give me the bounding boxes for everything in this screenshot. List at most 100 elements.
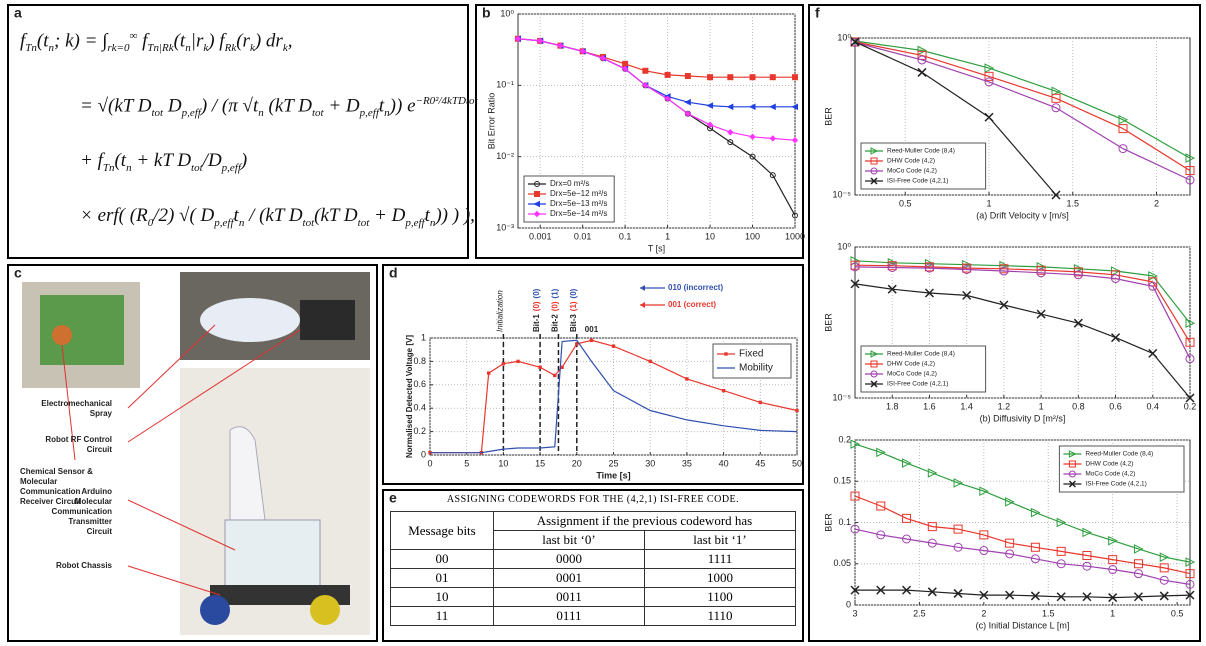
equation-token: n: [258, 107, 264, 120]
y-tick-label: 0.6: [413, 379, 426, 389]
marker: [1185, 569, 1195, 579]
equation-token: tot: [311, 107, 324, 120]
marker: [726, 103, 734, 111]
legend-marker: [1068, 470, 1076, 478]
marker: [1030, 542, 1040, 552]
legend-marker: [870, 370, 878, 378]
y-axis-label: BER: [823, 313, 833, 332]
series-line: [854, 40, 1191, 159]
legend-marker: [534, 181, 540, 187]
marker: [984, 77, 994, 87]
marker: [917, 45, 928, 56]
y-tick-label: 0.1: [838, 517, 851, 527]
marker: [962, 290, 972, 300]
marker: [1030, 554, 1040, 564]
x-axis-label: (c) Initial Distance L [m]: [976, 620, 1070, 630]
marker: [487, 371, 491, 375]
equation-token: p,eff: [221, 161, 241, 174]
series-line: [517, 38, 796, 141]
photo-label: Arduino Molecular Communication Transmitter…: [52, 487, 113, 536]
y-axis-label: BER: [823, 513, 833, 532]
marker: [902, 513, 912, 523]
marker: [953, 588, 963, 598]
x-tick-label: 50: [792, 458, 802, 468]
marker: [1148, 348, 1158, 358]
marker: [553, 373, 557, 378]
marker: [664, 71, 671, 78]
mobility-bit: (1): [551, 288, 560, 298]
x-tick-label: 15: [535, 458, 545, 468]
marker: [501, 362, 506, 366]
marker: [1185, 166, 1195, 176]
marker: [516, 359, 520, 364]
marker: [1036, 265, 1046, 275]
x-tick-label: 2.5: [913, 608, 926, 618]
marker: [1118, 144, 1128, 154]
marker: [769, 172, 776, 179]
marker: [1185, 318, 1196, 328]
header-cell: Assignment if the previous codeword has: [492, 511, 797, 531]
marker: [1005, 549, 1015, 559]
legend-label: Drx=5e−14 m²/s: [550, 209, 607, 218]
marker: [979, 590, 989, 600]
equation-line: fTn(tn; k) = ∫rk=0∞ fTn|Rk(tn|rk) fRk(rk…: [20, 30, 292, 54]
marker: [706, 102, 714, 109]
x-tick-label: 1.4: [960, 401, 973, 411]
equation-token: (t: [173, 30, 186, 52]
equation-token: t: [424, 205, 430, 226]
legend-marker: [533, 210, 541, 218]
legend-label: Drx=5e−13 m²/s: [550, 199, 607, 208]
marker: [927, 587, 937, 597]
series-line: [854, 41, 1191, 181]
equation-line: = √(kT Dtot Dp,eff) / (π √tn (kT Dtot + …: [80, 95, 478, 119]
arrow-head: [640, 302, 645, 308]
equation-token: n: [238, 216, 245, 229]
legend-marker: [870, 167, 878, 175]
y-tick-label: 10⁻³: [496, 222, 514, 232]
table-cell: 0011: [492, 587, 645, 607]
marker: [684, 73, 691, 80]
legend-marker: [1068, 460, 1076, 468]
y-tick-label: 1: [421, 332, 426, 342]
table-cell: 1111: [643, 549, 797, 569]
legend-label: Fixed: [739, 349, 763, 360]
marker: [748, 103, 756, 111]
marker: [979, 546, 989, 556]
y-axis-label: BER: [823, 107, 833, 126]
annotation: 010 (incorrect): [668, 283, 723, 292]
y-tick-label: 0.2: [838, 434, 851, 444]
marker: [999, 266, 1009, 276]
equation-token: (t: [114, 150, 127, 171]
series-line: [854, 264, 1191, 343]
marker: [642, 67, 649, 74]
x-tick-label: 0: [427, 458, 432, 468]
codeword-table: ASSIGNING CODEWORDS FOR THE (4,2,1) ISI-…: [390, 494, 797, 626]
series-line: [854, 283, 1191, 399]
series-line: [854, 266, 1191, 359]
x-tick-label: 0.2: [1184, 401, 1197, 411]
marker: [902, 458, 912, 468]
marker: [1118, 114, 1129, 125]
marker: [1159, 575, 1169, 585]
marker: [924, 263, 934, 273]
y-tick-label: 0: [846, 599, 851, 609]
marker: [557, 42, 564, 49]
marker: [984, 112, 994, 122]
x-tick-label: 40: [719, 458, 729, 468]
x-tick-label: 0.8: [1072, 401, 1085, 411]
marker: [575, 342, 579, 346]
marker: [953, 524, 963, 534]
table-cell: 0001: [492, 568, 645, 588]
equation-token: p,eff: [214, 216, 234, 229]
marker: [1036, 268, 1046, 278]
marker: [1108, 593, 1118, 603]
marker: [902, 585, 912, 595]
y-tick-label: 10⁰: [500, 8, 514, 18]
legend-label: Drx=0 m²/s: [550, 179, 589, 188]
x-tick-label: 0.1: [619, 231, 632, 241]
marker: [1082, 551, 1092, 560]
photo-label: Robot RF Control Circuit: [45, 435, 112, 454]
marker: [727, 129, 734, 136]
vline-name: Bit-2: [551, 314, 560, 332]
equation-token: )) e: [389, 95, 416, 117]
